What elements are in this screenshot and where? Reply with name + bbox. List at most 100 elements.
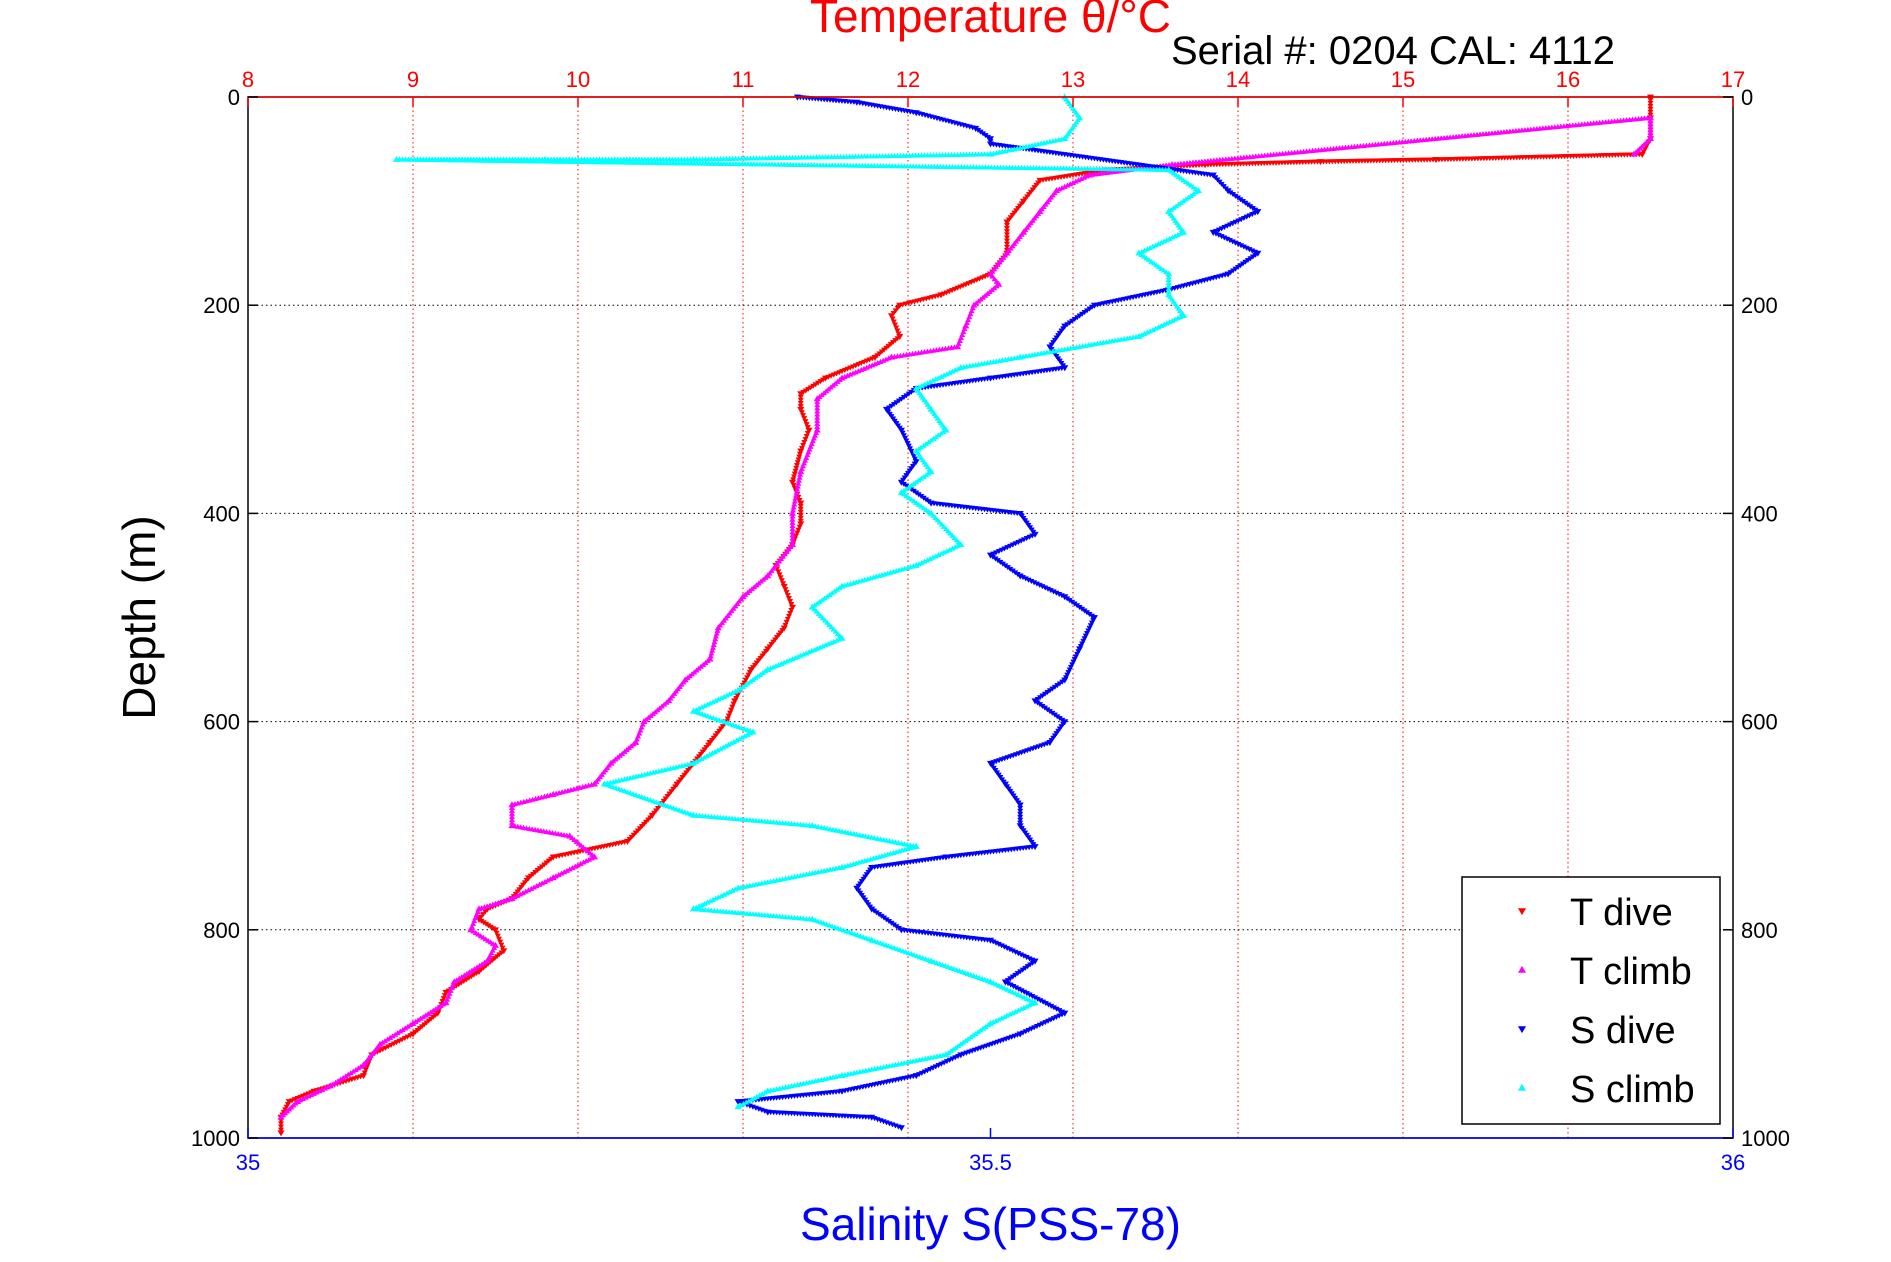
data-point: [788, 479, 797, 486]
data-point: [804, 425, 811, 431]
data-point: [1003, 229, 1011, 235]
data-point: [935, 551, 942, 558]
salinity-tick-label: 35.5: [969, 1150, 1012, 1175]
data-point: [785, 596, 793, 602]
data-point: [1144, 329, 1151, 335]
data-point: [1009, 1009, 1016, 1016]
data-point: [1144, 246, 1151, 252]
data-point: [1647, 120, 1654, 126]
data-point: [709, 698, 717, 705]
data-point: [1017, 808, 1024, 814]
data-point: [497, 939, 504, 945]
salinity-tick-label: 35: [236, 1150, 260, 1175]
data-point: [1141, 330, 1148, 336]
data-point: [1018, 993, 1025, 999]
data-point: [804, 431, 811, 437]
data-point: [1647, 106, 1654, 112]
data-point: [728, 707, 735, 713]
data-point: [785, 613, 793, 620]
data-point: [943, 548, 950, 554]
data-point: [897, 427, 905, 434]
data-point: [991, 276, 998, 282]
data-point: [905, 443, 912, 449]
data-point: [1072, 654, 1079, 660]
temperature-tick-label: 10: [566, 67, 590, 92]
data-point: [1081, 636, 1088, 642]
data-point: [494, 933, 501, 939]
data-point: [725, 713, 732, 719]
temperature-tick-label: 8: [242, 67, 254, 92]
data-point: [797, 394, 804, 400]
data-point: [895, 331, 902, 337]
data-point: [890, 319, 897, 325]
data-point: [1152, 325, 1159, 331]
depth-tick-label-right: 400: [1741, 501, 1778, 526]
data-point: [731, 698, 739, 705]
data-point: [941, 372, 948, 378]
data-point: [795, 527, 802, 533]
data-point: [778, 578, 785, 584]
data-point: [1174, 231, 1182, 238]
data-point: [1003, 226, 1011, 232]
data-point: [583, 858, 590, 864]
data-point: [938, 373, 945, 379]
data-point: [572, 863, 579, 869]
data-point: [1169, 234, 1176, 240]
data-point: [1169, 317, 1176, 323]
temperature-tick-label: 12: [896, 67, 920, 92]
data-point: [574, 862, 582, 868]
data-point: [585, 856, 593, 862]
data-point: [1003, 219, 1011, 226]
data-point: [797, 518, 804, 524]
data-point: [924, 380, 931, 386]
data-point: [1647, 103, 1654, 110]
temperature-tick-label: 13: [1061, 67, 1085, 92]
data-point: [277, 1124, 285, 1130]
data-point: [729, 704, 736, 710]
data-point: [698, 704, 705, 710]
data-point: [798, 445, 805, 452]
data-point: [726, 710, 734, 716]
data-point: [927, 378, 934, 385]
data-point: [788, 602, 795, 608]
data-point: [1147, 328, 1154, 334]
data-point: [522, 888, 529, 894]
data-point: [998, 1015, 1005, 1021]
data-point: [797, 400, 804, 407]
temperature-axis-title: Temperature θ/°C: [810, 0, 1171, 42]
data-point: [1004, 1012, 1011, 1018]
data-point: [795, 457, 802, 463]
depth-tick-label-right: 600: [1741, 710, 1778, 735]
data-point: [777, 575, 784, 581]
data-point: [1647, 126, 1654, 132]
data-point: [1155, 324, 1162, 330]
salinity-axis-title: Salinity S(PSS-78): [800, 1198, 1181, 1250]
depth-tick-label-right: 1000: [1741, 1126, 1790, 1151]
data-point: [796, 454, 803, 460]
data-point: [726, 888, 733, 895]
data-point: [1012, 1008, 1019, 1014]
data-point: [903, 438, 910, 444]
depth-tick-label-left: 1000: [191, 1126, 240, 1151]
depth-tick-label-right: 200: [1741, 293, 1778, 318]
data-point: [555, 871, 562, 878]
data-point: [709, 896, 717, 902]
data-point: [285, 1099, 293, 1106]
data-point: [787, 599, 794, 605]
data-point: [1647, 132, 1654, 138]
data-point: [797, 397, 804, 404]
data-point: [793, 465, 800, 472]
data-point: [1003, 235, 1011, 241]
data-point: [1646, 135, 1655, 142]
data-point: [495, 936, 503, 942]
data-point: [1647, 109, 1654, 115]
data-point: [698, 901, 705, 908]
data-point: [1017, 814, 1024, 820]
data-point: [712, 895, 719, 901]
legend: T dive T climb S dive S climb: [1461, 876, 1721, 1125]
data-point: [993, 1017, 1000, 1023]
data-point: [539, 880, 546, 886]
data-point: [1161, 238, 1168, 244]
data-point: [704, 701, 711, 707]
data-point: [803, 433, 810, 440]
